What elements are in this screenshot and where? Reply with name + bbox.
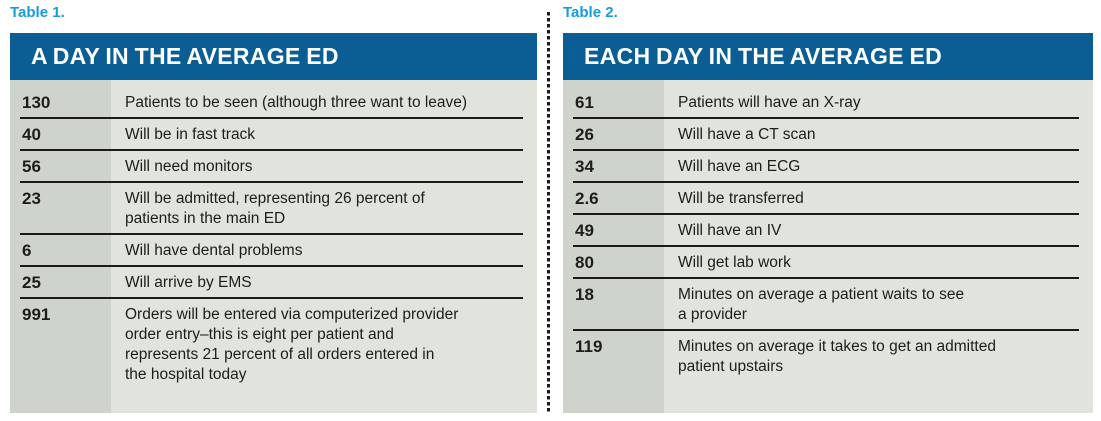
table: EACH DAY IN THE AVERAGE ED 61 Patients w… — [563, 33, 1093, 413]
table-row: 6 Will have dental problems — [10, 235, 537, 267]
row-description: Will be admitted, representing 26 percen… — [125, 190, 425, 227]
table-row: 18 Minutes on average a patient waits to… — [563, 279, 1093, 331]
row-description: Will need monitors — [125, 158, 253, 175]
row-description: Will have an ECG — [678, 158, 801, 175]
table-row: 119 Minutes on average it takes to get a… — [563, 331, 1093, 383]
row-description: Minutes on average it takes to get an ad… — [678, 338, 996, 375]
row-description: Will arrive by EMS — [125, 274, 252, 291]
row-value: 18 — [575, 285, 594, 304]
row-description: Patients will have an X-ray — [678, 94, 861, 111]
row-value: 40 — [22, 125, 41, 144]
row-description: Will be transferred — [678, 190, 804, 207]
table-row: 61 Patients will have an X-ray — [563, 87, 1093, 119]
table-row: 34 Will have an ECG — [563, 151, 1093, 183]
table-2-block: Table 2. EACH DAY IN THE AVERAGE ED 61 P… — [563, 4, 1093, 413]
table-row: 130 Patients to be seen (although three … — [10, 87, 537, 119]
table-row: 49 Will have an IV — [563, 215, 1093, 247]
row-value: 119 — [575, 337, 603, 356]
row-value: 26 — [575, 125, 594, 144]
row-description: Will get lab work — [678, 254, 791, 271]
row-description: Will have dental problems — [125, 242, 303, 259]
row-value: 34 — [575, 157, 594, 176]
row-value: 25 — [22, 273, 41, 292]
table-label: Table 2. — [563, 4, 618, 21]
row-value: 6 — [22, 241, 32, 260]
table-row: 25 Will arrive by EMS — [10, 267, 537, 299]
table: A DAY IN THE AVERAGE ED 130 Patients to … — [10, 33, 537, 413]
table-body-bg: 61 Patients will have an X-ray 26 Will h… — [563, 80, 1093, 413]
row-value: 61 — [575, 93, 594, 112]
row-description: Will have an IV — [678, 222, 782, 239]
row-value: 2.6 — [575, 189, 599, 208]
row-description: Will be in fast track — [125, 126, 256, 143]
row-value: 49 — [575, 221, 594, 240]
dashed-divider — [547, 12, 550, 413]
row-description: Patients to be seen (although three want… — [125, 94, 468, 111]
row-description: Will have a CT scan — [678, 126, 816, 143]
table-row: 26 Will have a CT scan — [563, 119, 1093, 151]
table-title: A DAY IN THE AVERAGE ED — [10, 33, 537, 80]
table-body: 61 Patients will have an X-ray 26 Will h… — [563, 80, 1093, 383]
table-body: 130 Patients to be seen (although three … — [10, 80, 537, 391]
table-row: 56 Will need monitors — [10, 151, 537, 183]
table-title: EACH DAY IN THE AVERAGE ED — [563, 33, 1093, 80]
table-1-block: Table 1. A DAY IN THE AVERAGE ED 130 Pat… — [10, 4, 537, 413]
table-row: 40 Will be in fast track — [10, 119, 537, 151]
row-value: 56 — [22, 157, 41, 176]
row-value: 80 — [575, 253, 594, 272]
table-label: Table 1. — [10, 4, 65, 21]
row-value: 991 — [22, 305, 51, 324]
table-body-bg: 130 Patients to be seen (although three … — [10, 80, 537, 413]
table-row: 80 Will get lab work — [563, 247, 1093, 279]
table-row: 23 Will be admitted, representing 26 per… — [10, 183, 537, 235]
row-description: Minutes on average a patient waits to se… — [678, 286, 965, 323]
table-row: 991 Orders will be entered via computeri… — [10, 299, 537, 391]
row-value: 130 — [22, 93, 51, 112]
table-row: 2.6 Will be transferred — [563, 183, 1093, 215]
row-description: Orders will be entered via computerized … — [125, 306, 459, 383]
row-value: 23 — [22, 189, 41, 208]
